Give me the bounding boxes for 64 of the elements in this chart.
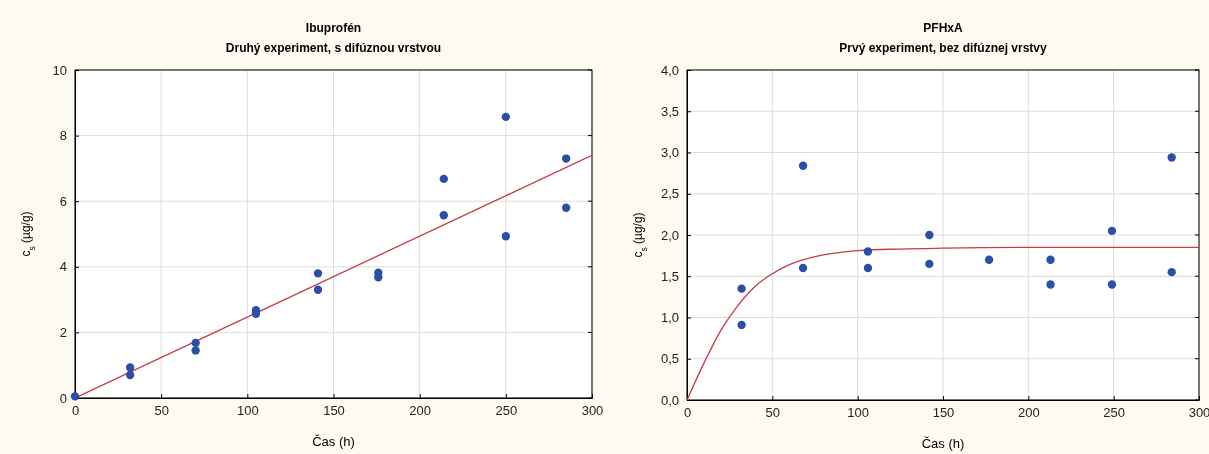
point bbox=[439, 174, 448, 184]
x-axis-title: Čas (h) bbox=[312, 434, 355, 449]
x-axis-title: Čas (h) bbox=[921, 436, 965, 451]
point bbox=[191, 346, 200, 355]
point bbox=[561, 154, 571, 163]
x-tick-label: 300 bbox=[1188, 405, 1209, 421]
x-tick-label: 50 bbox=[765, 405, 781, 421]
point bbox=[501, 112, 511, 122]
y-tick-label: 8 bbox=[59, 128, 67, 144]
point bbox=[561, 203, 571, 212]
point bbox=[984, 255, 994, 264]
point bbox=[313, 285, 323, 294]
point bbox=[1046, 255, 1055, 264]
chart-title: Ibuprofén bbox=[305, 21, 362, 35]
x-tick-label: 300 bbox=[581, 403, 604, 419]
point bbox=[798, 161, 808, 170]
point bbox=[191, 338, 200, 348]
x-tick-label: 200 bbox=[409, 403, 432, 419]
chart-subtitle: Prvý experiment, bez difúznej vrstvy bbox=[839, 41, 1048, 55]
point bbox=[737, 320, 746, 330]
point bbox=[374, 273, 383, 282]
y-tick-label: 0 bbox=[59, 390, 67, 406]
point bbox=[798, 263, 808, 273]
point bbox=[863, 263, 873, 273]
y-tick-label: 6 bbox=[59, 193, 67, 209]
point bbox=[1107, 226, 1117, 236]
y-tick-label: 3,5 bbox=[660, 103, 679, 119]
x-tick-label: 0 bbox=[71, 403, 80, 419]
point bbox=[439, 211, 448, 220]
y-tick-label: 3,0 bbox=[660, 145, 679, 161]
point bbox=[1167, 153, 1176, 162]
y-tick-label: 2,0 bbox=[660, 227, 679, 243]
chart-title: PFHxA bbox=[923, 21, 963, 35]
y-tick-label: 4,0 bbox=[660, 62, 679, 78]
point bbox=[737, 284, 746, 293]
y-tick-label: 0,0 bbox=[660, 392, 679, 408]
point bbox=[125, 370, 135, 380]
x-tick-label: 250 bbox=[495, 403, 518, 419]
y-tick-label: 1,5 bbox=[660, 268, 679, 284]
y-tick-label: 1,0 bbox=[660, 310, 679, 326]
x-tick-label: 100 bbox=[847, 405, 870, 421]
y-tick-label: 2,5 bbox=[660, 186, 679, 202]
x-tick-label: 250 bbox=[1103, 405, 1126, 421]
y-tick-label: 0,5 bbox=[660, 351, 679, 367]
x-tick-label: 150 bbox=[323, 403, 345, 419]
x-tick-label: 150 bbox=[932, 405, 955, 421]
point bbox=[925, 259, 934, 269]
y-tick-label: 10 bbox=[52, 62, 67, 78]
y-tick-label: 2 bbox=[59, 325, 67, 341]
point bbox=[313, 269, 323, 278]
point bbox=[863, 247, 873, 256]
chart-subtitle: Druhý experiment, s difúznou vrstvou bbox=[225, 41, 442, 55]
x-tick-label: 50 bbox=[154, 403, 169, 419]
point bbox=[125, 363, 135, 372]
point bbox=[70, 392, 80, 401]
y-tick-label: 4 bbox=[59, 259, 67, 275]
point bbox=[501, 232, 511, 241]
point bbox=[1046, 280, 1055, 289]
x-tick-label: 200 bbox=[1017, 405, 1040, 421]
x-tick-label: 100 bbox=[236, 403, 259, 419]
point bbox=[1107, 280, 1117, 289]
point bbox=[925, 230, 934, 240]
point bbox=[1167, 267, 1176, 277]
x-tick-label: 0 bbox=[683, 405, 692, 421]
